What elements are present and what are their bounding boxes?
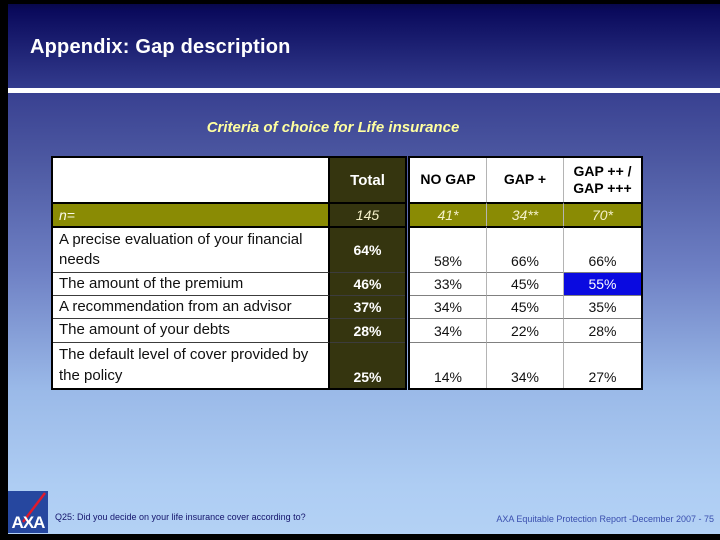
cell-value: 22% (487, 318, 564, 342)
cell-value: 58% (410, 226, 487, 272)
header-gap-plus: GAP + (487, 158, 564, 202)
n-row-total: 145 (330, 202, 405, 226)
criteria-table-gap-block: NO GAP GAP + GAP ++ / GAP +++ 41* 34** 7… (408, 156, 643, 390)
cell-value: 35% (564, 295, 641, 318)
row-label: A recommendation from an advisor (53, 295, 330, 318)
row-total-value: 25% (330, 342, 405, 388)
n-row-gap-plus: 34** (487, 202, 564, 226)
slide-title: Appendix: Gap description (30, 36, 291, 58)
n-row-label: n= (53, 202, 330, 226)
header-empty-cell (53, 158, 330, 202)
header-gap-pp-line1: GAP ++ / (573, 162, 632, 179)
footer-question: Q25: Did you decide on your life insuran… (55, 512, 306, 522)
top-border-strip (0, 0, 720, 4)
row-label: A precise evaluation of your financial n… (53, 226, 330, 272)
chart-subtitle: Criteria of choice for Life insurance (206, 119, 460, 136)
axa-logo-slash-icon (22, 492, 46, 523)
n-row-gap-pp: 70* (564, 202, 641, 226)
row-label: The default level of cover provided by t… (53, 342, 330, 388)
cell-value: 28% (564, 318, 641, 342)
criteria-table-left-block: Total n= 145 A precise evaluation of you… (51, 156, 407, 390)
cell-value: 34% (487, 342, 564, 388)
bottom-border-strip (0, 534, 720, 540)
header-gap-pp: GAP ++ / GAP +++ (564, 158, 641, 202)
row-total-value: 64% (330, 226, 405, 272)
title-underline (8, 88, 720, 93)
left-border-strip (0, 0, 8, 540)
axa-logo-text: AXA (11, 513, 46, 533)
cell-value: 14% (410, 342, 487, 388)
header-gap-pp-line2: GAP +++ (573, 180, 632, 196)
header-total: Total (330, 158, 405, 202)
axa-logo: AXA (8, 491, 48, 533)
row-total-value: 37% (330, 295, 405, 318)
cell-value: 45% (487, 272, 564, 295)
cell-value: 34% (410, 295, 487, 318)
cell-value: 66% (564, 226, 641, 272)
row-label: The amount of the premium (53, 272, 330, 295)
highlighted-cell-value: 55% (564, 272, 641, 295)
row-label: The amount of your debts (53, 318, 330, 342)
cell-value: 34% (410, 318, 487, 342)
cell-value: 33% (410, 272, 487, 295)
cell-value: 66% (487, 226, 564, 272)
cell-value: 27% (564, 342, 641, 388)
cell-value: 45% (487, 295, 564, 318)
row-total-value: 46% (330, 272, 405, 295)
header-no-gap: NO GAP (410, 158, 487, 202)
n-row-no-gap: 41* (410, 202, 487, 226)
row-total-value: 28% (330, 318, 405, 342)
footer-report-reference: AXA Equitable Protection Report -Decembe… (496, 514, 714, 524)
